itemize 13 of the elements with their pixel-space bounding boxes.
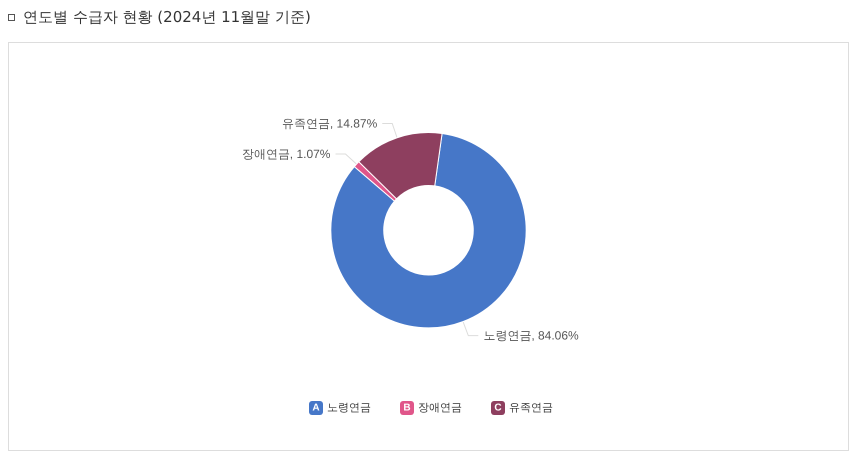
slice-label: 노령연금 (483, 328, 532, 343)
slice-label: 장애연금 (242, 147, 290, 162)
legend-label: 노령연금 (327, 402, 371, 414)
slice-label: 유족연금 (282, 116, 330, 131)
text: B (403, 402, 411, 414)
data-label: , 14.87% (330, 116, 378, 131)
data-label: , 84.06% (531, 328, 580, 343)
text: C (494, 402, 502, 414)
data-label: , 1.07% (290, 147, 331, 162)
legend-label: 유족연금 (509, 402, 553, 414)
legend-label: 장애연금 (418, 402, 462, 414)
chart-title: 연도별 수급자 현황 (2024년 11월말 기준) (23, 8, 311, 27)
text: A (312, 402, 320, 414)
